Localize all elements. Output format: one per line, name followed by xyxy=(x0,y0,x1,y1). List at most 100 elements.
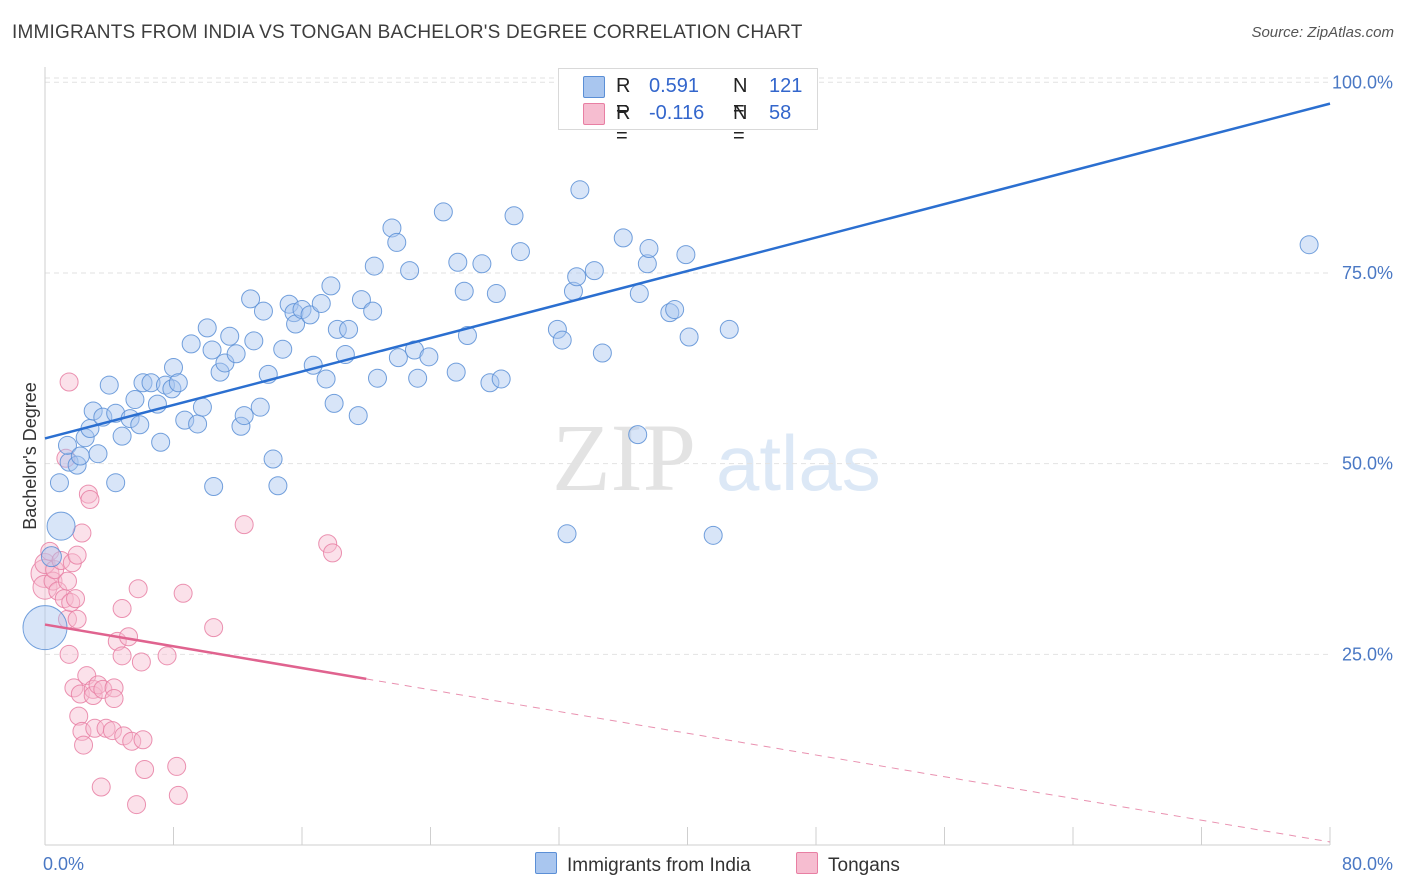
india-point-96 xyxy=(637,254,657,274)
bottom-legend-india: Immigrants from India xyxy=(535,852,751,877)
india-point-7 xyxy=(70,446,90,466)
india-point-31 xyxy=(192,397,212,417)
india-point-64 xyxy=(363,301,383,321)
india-point-10 xyxy=(83,401,103,421)
tongan-point-32 xyxy=(91,777,111,797)
india-point-19 xyxy=(130,415,150,435)
india-point-74 xyxy=(433,202,453,222)
india-point-70 xyxy=(400,261,420,281)
india-r-value: 0.591 xyxy=(649,75,700,97)
india-point-55 xyxy=(311,293,331,313)
india-point-61 xyxy=(339,319,359,339)
india-point-97 xyxy=(639,239,659,259)
india-point-83 xyxy=(504,206,524,226)
tongan-point-52 xyxy=(173,583,193,603)
tongan-legend-swatch xyxy=(796,852,818,874)
india-point-3 xyxy=(49,473,69,493)
india-point-94 xyxy=(628,425,648,445)
india-point-27 xyxy=(168,373,188,393)
india-point-90 xyxy=(570,180,590,200)
india-point-77 xyxy=(454,281,474,301)
tongan-n-value: 58 xyxy=(769,102,792,124)
y-tick-label-2: 75.0% xyxy=(1342,263,1393,283)
india-point-2 xyxy=(40,546,62,568)
tongan-point-22 xyxy=(72,523,92,543)
tongan-point-54 xyxy=(234,515,254,535)
india-point-63 xyxy=(351,290,371,310)
india-point-75 xyxy=(446,362,466,382)
india-point-1 xyxy=(46,511,76,541)
india-legend-swatch xyxy=(535,852,557,874)
india-point-78 xyxy=(457,325,477,345)
india-point-16 xyxy=(112,426,132,446)
india-point-56 xyxy=(316,369,336,389)
tongan-point-44 xyxy=(127,795,147,815)
tongan-n-label: N = xyxy=(733,102,748,147)
tongan-point-13 xyxy=(59,644,79,664)
india-series xyxy=(22,180,1319,651)
india-point-62 xyxy=(348,406,368,426)
india-point-23 xyxy=(151,432,171,452)
india-point-11 xyxy=(88,444,108,464)
tongan-point-48 xyxy=(135,759,155,779)
tongan-point-1 xyxy=(32,574,58,600)
india-point-81 xyxy=(486,284,506,304)
india-point-53 xyxy=(300,305,320,325)
india-point-38 xyxy=(226,344,246,364)
tongan-point-46 xyxy=(131,652,151,672)
tongan-point-47 xyxy=(133,730,153,750)
tongan-point-36 xyxy=(104,678,124,698)
india-point-104 xyxy=(1299,235,1319,255)
india-r-label: R = xyxy=(616,75,631,120)
watermark-zip: ZIP xyxy=(552,404,696,511)
tongan-point-6 xyxy=(48,581,68,601)
india-legend-label: Immigrants from India xyxy=(567,855,751,876)
axes xyxy=(44,67,1331,846)
tongan-point-40 xyxy=(112,599,132,619)
india-point-39 xyxy=(231,416,251,436)
tongan-point-12 xyxy=(59,372,79,392)
india-point-28 xyxy=(175,410,195,430)
india-point-42 xyxy=(244,331,264,351)
bottom-legend-tongan: Tongans xyxy=(796,852,900,877)
india-point-59 xyxy=(327,319,347,339)
india-trendline xyxy=(44,102,1331,440)
india-point-30 xyxy=(188,414,208,434)
tongan-point-45 xyxy=(128,579,148,599)
india-point-92 xyxy=(592,343,612,363)
india-point-21 xyxy=(141,373,161,393)
india-point-33 xyxy=(202,340,222,360)
india-n-label: N = xyxy=(733,75,748,120)
tongan-point-18 xyxy=(67,545,87,565)
india-point-51 xyxy=(286,314,306,334)
y-tick-label-1: 50.0% xyxy=(1342,454,1393,474)
india-point-41 xyxy=(241,289,261,309)
india-n-value: 121 xyxy=(769,75,803,97)
grid xyxy=(45,77,1330,655)
tongan-point-37 xyxy=(104,689,124,709)
tongan-point-49 xyxy=(157,646,177,666)
tongan-point-19 xyxy=(67,609,87,629)
tongan-point-27 xyxy=(80,489,100,509)
india-point-26 xyxy=(164,358,183,378)
india-point-54 xyxy=(303,355,323,375)
tongan-series xyxy=(30,372,343,815)
india-point-67 xyxy=(382,218,402,238)
y-tick-label-3: 100.0% xyxy=(1332,72,1393,92)
india-point-93 xyxy=(613,228,633,248)
india-point-69 xyxy=(388,348,408,368)
india-point-102 xyxy=(703,525,723,545)
india-point-101 xyxy=(679,327,699,347)
tongan-point-53 xyxy=(204,618,224,638)
tongan-point-5 xyxy=(45,560,65,580)
india-swatch xyxy=(583,76,605,98)
india-point-86 xyxy=(552,330,572,350)
india-point-65 xyxy=(367,368,387,388)
india-point-46 xyxy=(263,449,283,469)
tongan-point-10 xyxy=(57,571,77,591)
watermark-atlas: atlas xyxy=(716,419,881,507)
india-point-44 xyxy=(253,301,273,321)
india-point-18 xyxy=(125,390,145,410)
india-point-82 xyxy=(491,369,511,389)
